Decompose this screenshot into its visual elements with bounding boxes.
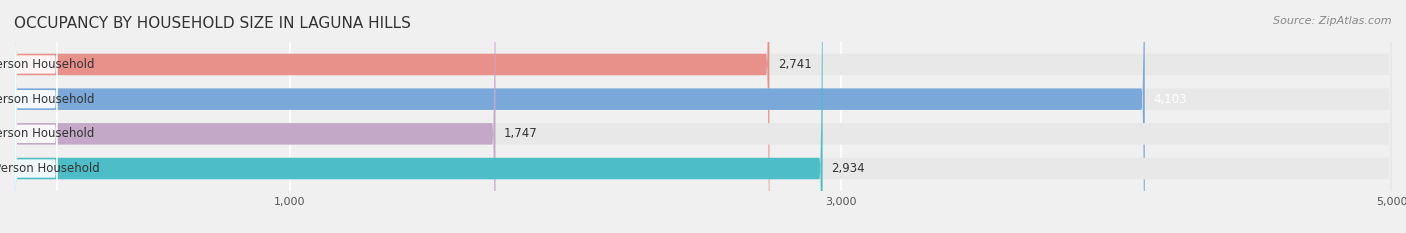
- FancyBboxPatch shape: [14, 0, 1144, 233]
- Text: 3-Person Household: 3-Person Household: [0, 127, 94, 140]
- Text: 2-Person Household: 2-Person Household: [0, 93, 94, 106]
- Text: 2,741: 2,741: [778, 58, 811, 71]
- Text: 1,747: 1,747: [503, 127, 537, 140]
- Text: 4,103: 4,103: [1153, 93, 1187, 106]
- FancyBboxPatch shape: [14, 0, 1392, 233]
- FancyBboxPatch shape: [14, 0, 58, 233]
- Text: 2,934: 2,934: [831, 162, 865, 175]
- Text: 1-Person Household: 1-Person Household: [0, 58, 94, 71]
- FancyBboxPatch shape: [14, 0, 1392, 233]
- FancyBboxPatch shape: [14, 0, 823, 233]
- Text: 4+ Person Household: 4+ Person Household: [0, 162, 100, 175]
- FancyBboxPatch shape: [14, 0, 769, 233]
- Text: OCCUPANCY BY HOUSEHOLD SIZE IN LAGUNA HILLS: OCCUPANCY BY HOUSEHOLD SIZE IN LAGUNA HI…: [14, 16, 411, 31]
- FancyBboxPatch shape: [14, 0, 1392, 233]
- FancyBboxPatch shape: [14, 0, 58, 233]
- FancyBboxPatch shape: [14, 0, 495, 233]
- FancyBboxPatch shape: [14, 0, 58, 233]
- FancyBboxPatch shape: [14, 0, 58, 233]
- FancyBboxPatch shape: [14, 0, 1392, 233]
- Text: Source: ZipAtlas.com: Source: ZipAtlas.com: [1274, 16, 1392, 26]
